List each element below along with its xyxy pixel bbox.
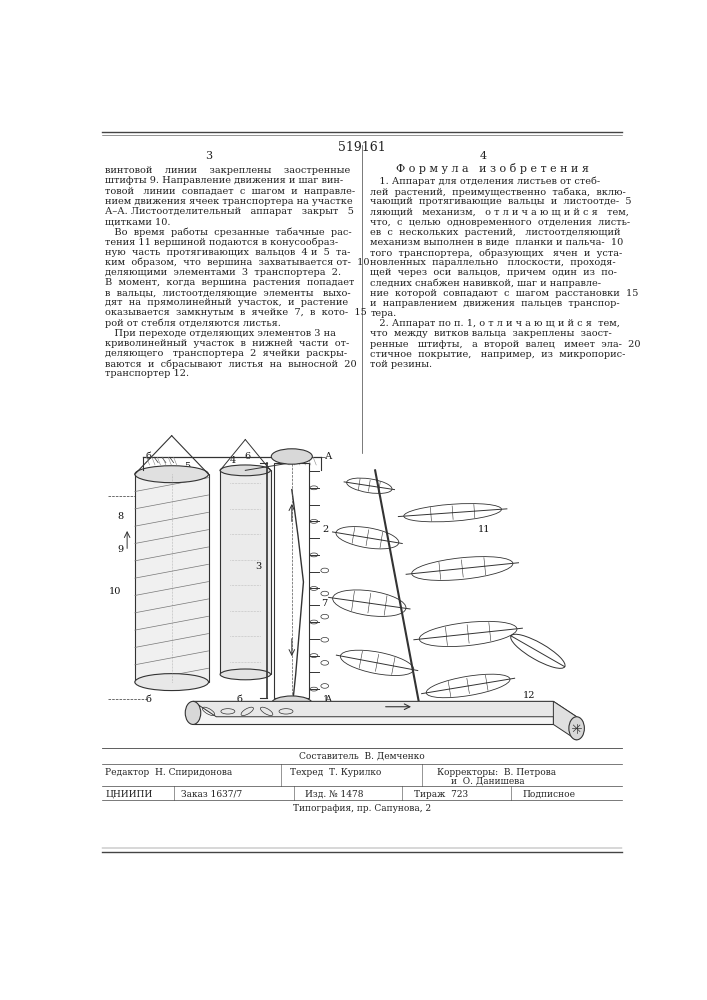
- Text: 1: 1: [322, 695, 329, 704]
- Text: А–А. Листоотделительный   аппарат   закрыт   5: А–А. Листоотделительный аппарат закрыт 5: [105, 207, 354, 216]
- Text: Корректоры:  В. Петрова: Корректоры: В. Петрова: [437, 768, 556, 777]
- Text: ляющий   механизм,   о т л и ч а ю щ и й с я   тем,: ляющий механизм, о т л и ч а ю щ и й с я…: [370, 207, 629, 216]
- Text: 3: 3: [256, 562, 262, 571]
- Text: щитками 10.: щитками 10.: [105, 217, 171, 226]
- Text: и  направлением  движения  пальцев  транспор-: и направлением движения пальцев транспор…: [370, 299, 620, 308]
- Text: Изд. № 1478: Изд. № 1478: [305, 790, 364, 799]
- Text: криволинейный  участок  в  нижней  части  от-: криволинейный участок в нижней части от-: [105, 339, 350, 348]
- Text: товой   линии  совпадает  с  шагом  и  направле-: товой линии совпадает с шагом и направле…: [105, 187, 356, 196]
- Text: 3: 3: [205, 151, 212, 161]
- Text: 4: 4: [480, 151, 487, 161]
- Text: лей  растений,  преимущественно  табака,  вклю-: лей растений, преимущественно табака, вк…: [370, 187, 626, 197]
- Text: В  момент,  когда  вершина  растения  попадает: В момент, когда вершина растения попадае…: [105, 278, 355, 287]
- Text: деляющего   транспортера  2  ячейки  раскры-: деляющего транспортера 2 ячейки раскры-: [105, 349, 348, 358]
- Bar: [220, 470, 271, 674]
- Text: в  вальцы,  листоотделяющие  элементы   выхо-: в вальцы, листоотделяющие элементы выхо-: [105, 288, 351, 297]
- Text: ЦНИИПИ: ЦНИИПИ: [105, 790, 153, 799]
- Text: 12: 12: [522, 691, 534, 700]
- Ellipse shape: [271, 696, 312, 711]
- Text: 6: 6: [244, 452, 250, 461]
- Text: следних снабжен навивкой, шаг и направле-: следних снабжен навивкой, шаг и направле…: [370, 279, 602, 288]
- Ellipse shape: [280, 450, 300, 460]
- Text: ваются  и  сбрасывают  листья  на  выносной  20: ваются и сбрасывают листья на выносной 2…: [105, 359, 357, 369]
- Text: А: А: [325, 695, 332, 704]
- Text: б: б: [146, 452, 152, 461]
- Ellipse shape: [185, 701, 201, 724]
- Text: 11: 11: [477, 525, 490, 534]
- Text: деляющими  элементами  3  транспортера  2.: деляющими элементами 3 транспортера 2.: [105, 268, 341, 277]
- Ellipse shape: [220, 669, 271, 680]
- Text: Ф о р м у л а   и з о б р е т е н и я: Ф о р м у л а и з о б р е т е н и я: [397, 163, 590, 174]
- Text: тера.: тера.: [370, 309, 397, 318]
- Text: того  транспортера,  образующих   ячен  и  уста-: того транспортера, образующих ячен и уст…: [370, 248, 623, 258]
- Text: дят  на  прямолинейный  участок,  и  растение: дят на прямолинейный участок, и растение: [105, 298, 349, 307]
- Text: ние  которой  совпадают  с  шагом  расстановки  15: ние которой совпадают с шагом расстановк…: [370, 289, 639, 298]
- Text: винтовой    линии    закреплены    заостренные: винтовой линии закреплены заостренные: [105, 166, 351, 175]
- Text: Тираж  723: Тираж 723: [414, 790, 468, 799]
- Text: новленных  параллельно   плоскости,  проходя-: новленных параллельно плоскости, проходя…: [370, 258, 616, 267]
- Text: При переходе отделяющих элементов 3 на: При переходе отделяющих элементов 3 на: [105, 329, 337, 338]
- Text: 9: 9: [118, 545, 124, 554]
- Ellipse shape: [135, 674, 209, 691]
- Text: Составитель  В. Демченко: Составитель В. Демченко: [299, 751, 425, 760]
- Text: Подписное: Подписное: [522, 790, 575, 799]
- Bar: [193, 701, 554, 724]
- Text: ную  часть  протягивающих  вальцов  4 и  5  та-: ную часть протягивающих вальцов 4 и 5 та…: [105, 248, 351, 257]
- Text: 2. Аппарат по п. 1, о т л и ч а ю щ и й с я  тем,: 2. Аппарат по п. 1, о т л и ч а ю щ и й …: [370, 319, 620, 328]
- Text: Во  время  работы  срезанные  табачные  рас-: Во время работы срезанные табачные рас-: [105, 227, 352, 237]
- Bar: [135, 474, 209, 682]
- Text: Заказ 1637/7: Заказ 1637/7: [182, 790, 243, 799]
- Text: 10: 10: [110, 587, 122, 596]
- Text: б: б: [237, 695, 243, 704]
- Text: ев  с  нескольких  растений,   листоотделяющий: ев с нескольких растений, листоотделяющи…: [370, 228, 621, 237]
- Text: и  О. Данишева: и О. Данишева: [451, 777, 525, 786]
- Ellipse shape: [569, 717, 585, 740]
- Text: 519161: 519161: [338, 141, 386, 154]
- Text: что  между  витков вальца  закреплены  заост-: что между витков вальца закреплены заост…: [370, 329, 612, 338]
- Text: транспортер 12.: транспортер 12.: [105, 369, 189, 378]
- Text: ренные   штифты,   а  второй  валец   имеет  эла-  20: ренные штифты, а второй валец имеет эла-…: [370, 340, 641, 349]
- Text: Техред  Т. Курилко: Техред Т. Курилко: [290, 768, 381, 777]
- Text: оказывается  замкнутым  в  ячейке  7,  в  кото-  15: оказывается замкнутым в ячейке 7, в кото…: [105, 308, 367, 317]
- Text: рой от стебля отделяются листья.: рой от стебля отделяются листья.: [105, 319, 281, 328]
- Text: 1. Аппарат для отделения листьев от стеб-: 1. Аппарат для отделения листьев от стеб…: [370, 177, 601, 186]
- Text: 4: 4: [230, 456, 236, 465]
- Ellipse shape: [135, 466, 209, 483]
- Text: Типография, пр. Сапунова, 2: Типография, пр. Сапунова, 2: [293, 804, 431, 813]
- Text: чающий  протягивающие  вальцы  и  листоотде-  5: чающий протягивающие вальцы и листоотде-…: [370, 197, 632, 206]
- Text: 8: 8: [118, 512, 124, 521]
- Polygon shape: [554, 701, 577, 740]
- Text: 7: 7: [322, 599, 328, 608]
- Text: А: А: [325, 452, 332, 461]
- Ellipse shape: [220, 465, 271, 476]
- Text: что,  с  целью  одновременного  отделения  листь-: что, с целью одновременного отделения ли…: [370, 218, 631, 227]
- Text: 2: 2: [322, 525, 329, 534]
- Text: штифты 9. Направление движения и шаг вин-: штифты 9. Направление движения и шаг вин…: [105, 176, 344, 185]
- Text: нием движения ячеек транспортера на участке: нием движения ячеек транспортера на учас…: [105, 197, 353, 206]
- Polygon shape: [193, 701, 577, 717]
- Ellipse shape: [271, 449, 312, 464]
- Text: той резины.: той резины.: [370, 360, 433, 369]
- Text: тения 11 вершиной подаются в конусообраз-: тения 11 вершиной подаются в конусообраз…: [105, 237, 339, 247]
- Text: стичное  покрытие,   например,  из  микропорис-: стичное покрытие, например, из микропори…: [370, 350, 626, 359]
- Text: щей  через  оси  вальцов,  причем  один  из  по-: щей через оси вальцов, причем один из по…: [370, 268, 617, 277]
- Text: 5: 5: [184, 462, 190, 471]
- Bar: [274, 463, 309, 698]
- Text: механизм выполнен в виде  планки и пальча-  10: механизм выполнен в виде планки и пальча…: [370, 238, 624, 247]
- Text: б: б: [146, 695, 152, 704]
- Text: ким  образом,  что  вершина  захватывается от-  10: ким образом, что вершина захватывается о…: [105, 258, 370, 267]
- Text: Редактор  Н. Спиридонова: Редактор Н. Спиридонова: [105, 768, 233, 777]
